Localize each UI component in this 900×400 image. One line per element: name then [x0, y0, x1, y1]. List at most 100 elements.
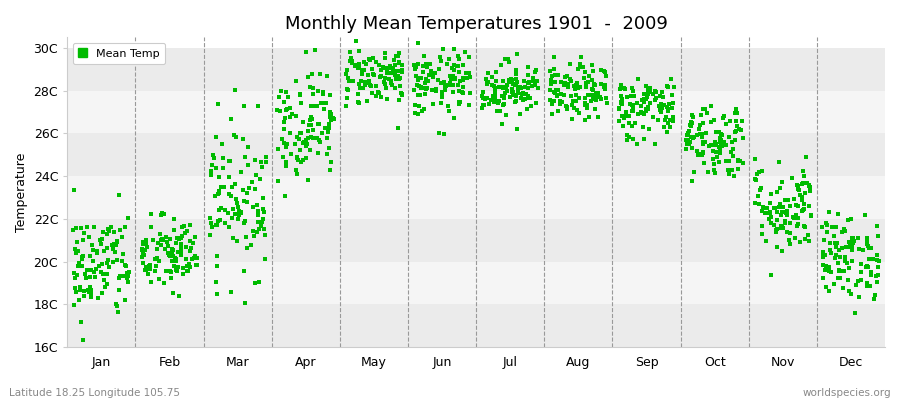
Point	[110, 238, 124, 245]
Point	[222, 158, 237, 164]
Point	[524, 102, 538, 109]
Point	[95, 271, 110, 277]
Point	[460, 75, 474, 82]
Point	[289, 112, 303, 119]
Point	[612, 105, 626, 112]
Point	[543, 67, 557, 74]
Point	[844, 244, 859, 251]
Point	[436, 78, 451, 85]
Point	[755, 204, 770, 210]
Point	[143, 262, 157, 268]
Point	[778, 218, 792, 224]
Point	[453, 77, 467, 84]
Point	[100, 271, 114, 278]
Point	[617, 85, 632, 91]
Point	[480, 94, 494, 101]
Point	[366, 71, 381, 78]
Point	[84, 289, 98, 296]
Point	[394, 91, 409, 98]
Point	[525, 83, 539, 90]
Point	[209, 165, 223, 171]
Point	[82, 234, 96, 240]
Point	[203, 232, 218, 239]
Point	[639, 105, 653, 112]
Point	[291, 157, 305, 164]
Point	[166, 263, 181, 270]
Point	[383, 63, 398, 69]
Point	[76, 253, 90, 260]
Point	[94, 236, 109, 242]
Point	[373, 62, 387, 68]
Point	[248, 157, 263, 164]
Point	[648, 97, 662, 103]
Point	[93, 236, 107, 243]
Point	[755, 167, 770, 174]
Point	[248, 280, 262, 286]
Point	[579, 80, 593, 86]
Point	[188, 252, 202, 259]
Point	[488, 96, 502, 102]
Point	[598, 85, 612, 92]
Point	[203, 168, 218, 174]
Point	[323, 108, 338, 115]
Point	[68, 245, 83, 252]
Point	[578, 69, 592, 75]
Point	[115, 234, 130, 240]
Point	[792, 186, 806, 193]
Point	[476, 95, 491, 101]
Point	[356, 59, 371, 65]
Bar	[68, 219, 885, 262]
Point	[234, 210, 248, 216]
Point	[248, 172, 263, 178]
Point	[170, 249, 184, 256]
Point	[487, 99, 501, 105]
Point	[434, 58, 448, 64]
Point	[685, 112, 699, 118]
Point	[708, 139, 723, 145]
Point	[213, 205, 228, 211]
Point	[706, 117, 721, 123]
Point	[594, 96, 608, 102]
Point	[544, 97, 558, 103]
Point	[177, 230, 192, 236]
Point	[304, 114, 319, 120]
Point	[554, 91, 569, 97]
Point	[614, 93, 628, 100]
Point	[831, 275, 845, 282]
Point	[716, 115, 731, 121]
Point	[276, 139, 291, 146]
Point	[590, 114, 605, 120]
Point	[420, 64, 435, 70]
Point	[361, 72, 375, 78]
Point	[507, 92, 521, 98]
Point	[566, 98, 580, 104]
Point	[408, 66, 422, 72]
Point	[442, 108, 456, 114]
Point	[683, 118, 698, 125]
Point	[770, 188, 785, 195]
Point	[693, 150, 707, 157]
Point	[183, 264, 197, 270]
Point	[444, 76, 458, 82]
Point	[620, 113, 634, 119]
Point	[657, 101, 671, 108]
Point	[364, 83, 378, 90]
Point	[662, 116, 677, 123]
Point	[594, 81, 608, 87]
Point	[797, 173, 812, 179]
Point	[288, 141, 302, 148]
Point	[166, 290, 180, 296]
Point	[655, 104, 670, 111]
Point	[558, 80, 572, 86]
Point	[68, 285, 82, 291]
Point	[748, 200, 762, 206]
Point	[727, 110, 742, 116]
Point	[310, 103, 324, 110]
Point	[842, 288, 857, 294]
Point	[362, 78, 376, 84]
Point	[322, 120, 337, 127]
Point	[410, 92, 425, 98]
Point	[546, 54, 561, 60]
Point	[68, 302, 82, 308]
Point	[356, 85, 371, 92]
